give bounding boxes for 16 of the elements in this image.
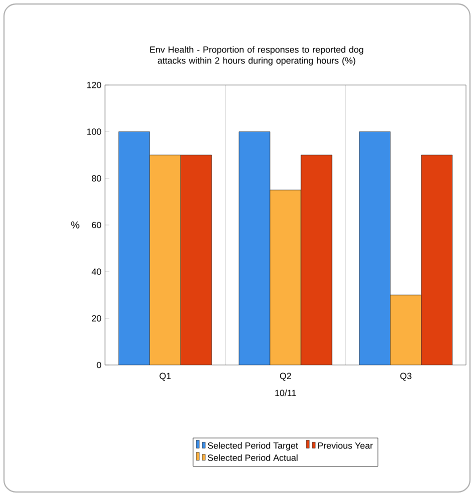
y-tick-label: 40 [92,268,102,275]
y-tick-label: 100 [87,128,102,135]
y-tick-label: 0 [96,362,102,368]
x-tick-label: Q1 [160,372,171,381]
x-tick-label: Q2 [280,372,292,381]
legend-label: Selected Period Actual [208,454,298,461]
y-tick-label: 120 [87,82,102,88]
legend-label: Previous Year [318,442,373,449]
y-axis-title: % [71,222,80,228]
y-tick-label: 60 [92,222,102,228]
x-tick-label: Q3 [400,372,412,381]
y-tick-label: 20 [92,315,102,322]
x-axis-title: 10/11 [275,390,296,396]
legend-label: Selected Period Target [208,442,298,451]
chart-title: Env Health - Proportion of responses to reported dog attacks within 2 hours during operating hours (%) [150,46,364,66]
y-tick-label: 80 [92,175,102,182]
